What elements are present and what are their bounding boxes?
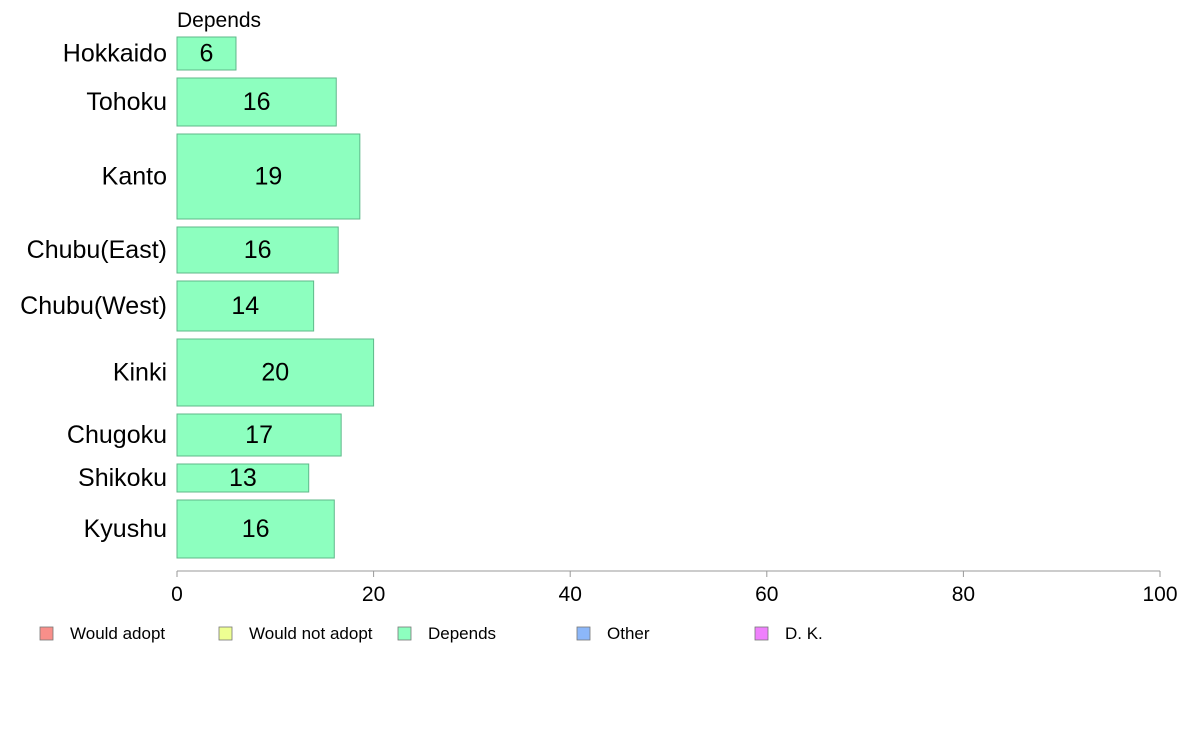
value-label: 16 (243, 88, 271, 116)
x-tick-label: 80 (952, 583, 975, 606)
bar-chubu-east (176, 226, 339, 274)
legend-label: D. K. (785, 624, 823, 643)
value-label: 16 (244, 236, 272, 264)
bars-group (176, 36, 375, 559)
value-label: 19 (255, 163, 283, 191)
category-label: Chubu(West) (20, 292, 167, 320)
legend-swatch (218, 626, 233, 641)
legend-label: Depends (428, 624, 496, 643)
value-label: 20 (261, 359, 289, 387)
legend-swatch (576, 626, 591, 641)
category-label: Tohoku (86, 88, 167, 116)
legend-swatch (39, 626, 54, 641)
category-label: Kyushu (84, 515, 167, 543)
category-label: Chugoku (67, 421, 167, 449)
legend-label: Other (607, 624, 650, 643)
legend-label: Would not adopt (249, 624, 373, 643)
bar-chugoku (176, 413, 342, 457)
category-label: Kinki (113, 359, 167, 387)
category-label: Kanto (102, 163, 167, 191)
value-label: 13 (229, 464, 257, 492)
legend: Would adopt Would not adopt Depends Other D.… (39, 624, 823, 643)
value-label: 14 (231, 292, 259, 320)
value-labels: 6 16 19 16 14 20 17 13 16 (200, 40, 290, 544)
category-label: Shikoku (78, 464, 167, 492)
bar-kyushu (176, 499, 335, 559)
legend-swatch (754, 626, 769, 641)
bar-hokkaido (176, 36, 237, 71)
value-label: 17 (245, 421, 273, 449)
bar-kanto (176, 133, 361, 220)
category-label: Chubu(East) (27, 236, 167, 264)
category-label: Hokkaido (63, 40, 167, 68)
legend-label: Would adopt (70, 624, 165, 643)
x-tick-label: 0 (171, 583, 183, 606)
panel-title: Depends (177, 9, 261, 32)
bar-shikoku (176, 463, 310, 493)
bar-tohoku (176, 77, 337, 127)
x-tick-label: 60 (755, 583, 778, 606)
bar-chubu-west (176, 280, 315, 332)
x-tick-label: 40 (559, 583, 582, 606)
legend-swatch (397, 626, 412, 641)
x-axis: 0 20 40 60 80 100 (171, 570, 1178, 606)
x-tick-label: 100 (1142, 583, 1177, 606)
value-label: 6 (200, 40, 214, 68)
category-labels: Hokkaido Tohoku Kanto Chubu(East) Chubu(West… (20, 40, 167, 544)
x-tick-label: 20 (362, 583, 385, 606)
value-label: 16 (242, 515, 270, 543)
bar-kinki (176, 338, 375, 407)
